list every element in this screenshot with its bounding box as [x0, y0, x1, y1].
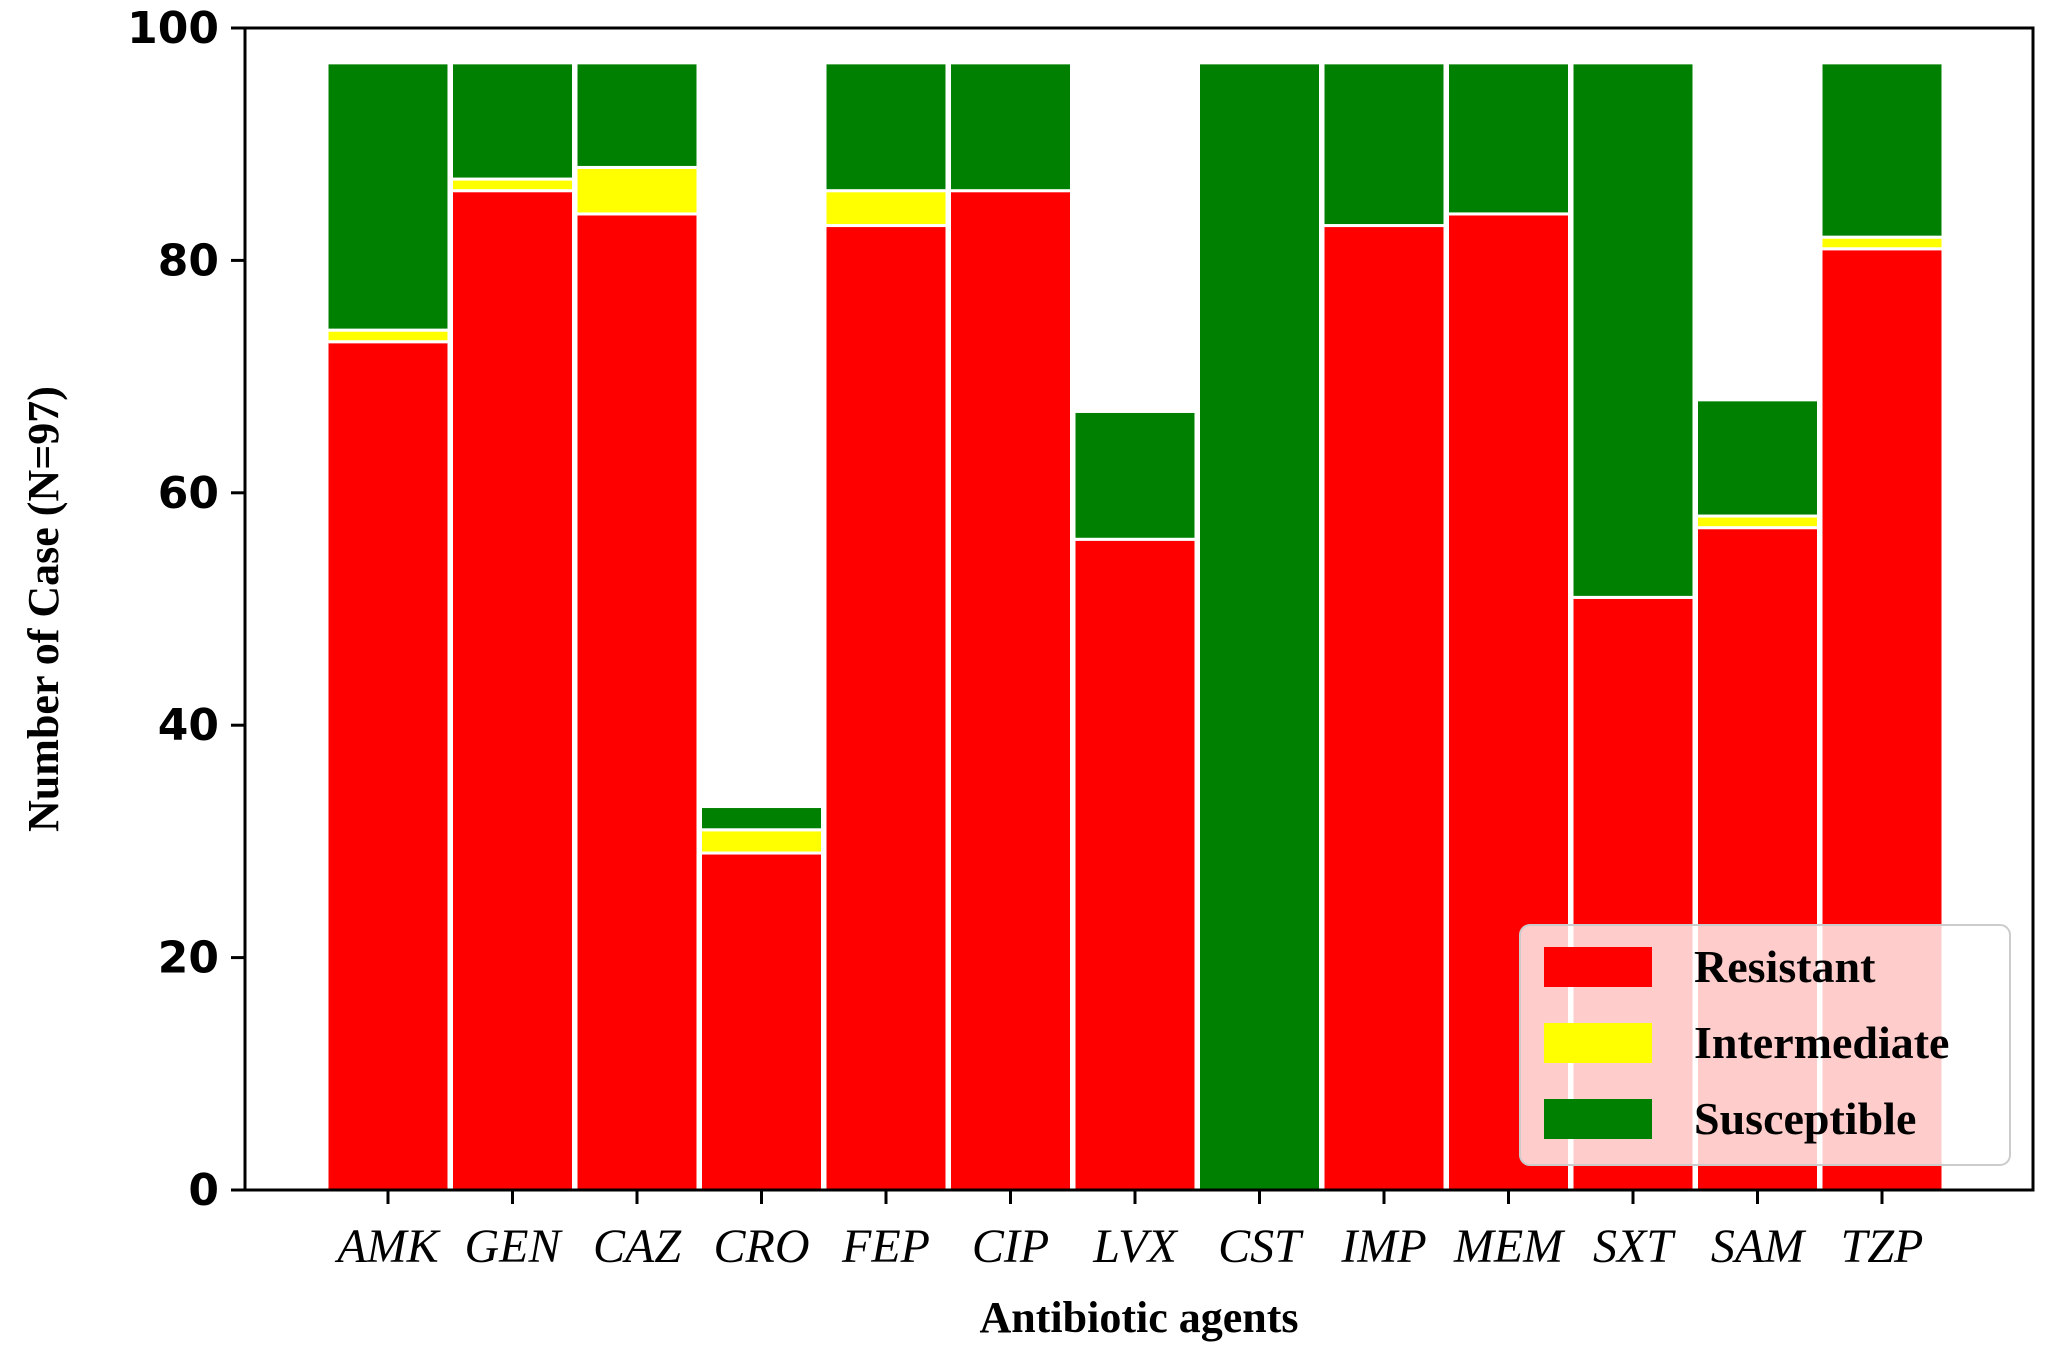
- y-tick-label: 20: [158, 933, 219, 984]
- x-tick-label: CAZ: [593, 1220, 682, 1273]
- bar-segment-susceptible-sxt: [1570, 61, 1696, 599]
- bar-segment-resistant-imp: [1321, 224, 1447, 1192]
- y-tick-label: 100: [127, 3, 219, 54]
- y-tick-label: 60: [158, 468, 219, 519]
- bar-segment-intermediate-gen: [450, 177, 575, 193]
- bar-segment-resistant-lvx: [1072, 537, 1198, 1192]
- x-tick-label: GEN: [465, 1220, 564, 1273]
- bar-segment-resistant-cip: [948, 189, 1073, 1192]
- bars-group: [325, 61, 1945, 1192]
- x-tick-label: IMP: [1340, 1220, 1426, 1273]
- bar-segment-intermediate-cro: [699, 828, 824, 855]
- bar-segment-susceptible-mem: [1446, 61, 1571, 216]
- x-axis-label: Antibiotic agents: [980, 1293, 1299, 1342]
- bar-segment-intermediate-amk: [325, 328, 451, 344]
- y-tick-label: 40: [158, 700, 219, 751]
- bar-segment-susceptible-amk: [325, 61, 451, 332]
- legend: Resistant Intermediate Susceptible: [1519, 924, 2011, 1166]
- legend-swatch-resistant: [1544, 947, 1652, 987]
- bar-segment-resistant-caz: [574, 212, 700, 1192]
- legend-swatch-susceptible: [1544, 1099, 1652, 1139]
- x-tick-label: SXT: [1593, 1220, 1676, 1273]
- y-tick-label: 80: [158, 235, 219, 286]
- x-tick-label: TZP: [1841, 1220, 1924, 1273]
- bar-segment-intermediate-sam: [1695, 514, 1820, 530]
- bar-segment-resistant-amk: [325, 340, 451, 1192]
- x-tick-label: CIP: [972, 1220, 1049, 1273]
- bar-segment-susceptible-tzp: [1819, 61, 1945, 239]
- x-tick-label: CRO: [714, 1220, 810, 1273]
- legend-label-resistant: Resistant: [1694, 941, 1876, 992]
- bar-segment-susceptible-sam: [1695, 398, 1820, 518]
- bar-segment-susceptible-imp: [1321, 61, 1447, 228]
- bar-segment-intermediate-fep: [823, 189, 949, 228]
- legend-label-intermediate: Intermediate: [1694, 1017, 1949, 1068]
- x-tick-label: FEP: [841, 1220, 930, 1273]
- x-tick-label: SAM: [1711, 1220, 1807, 1273]
- y-axis-label: Number of Case (N=97): [19, 386, 68, 832]
- bar-segment-intermediate-tzp: [1819, 235, 1945, 251]
- legend-swatch-intermediate: [1544, 1023, 1652, 1063]
- bar-segment-susceptible-lvx: [1072, 409, 1198, 541]
- axes-group: 0 20 40 60 80 100 AMK GEN CAZ CRO FEP CIP LVX CST IMP M…: [127, 3, 2035, 1273]
- legend-label-susceptible: Susceptible: [1694, 1093, 1916, 1144]
- bar-segment-resistant-fep: [823, 224, 949, 1192]
- x-tick-label: CST: [1218, 1220, 1304, 1273]
- bar-segment-intermediate-caz: [574, 165, 700, 216]
- bar-segment-susceptible-gen: [450, 61, 575, 181]
- plot-frame: [243, 26, 2035, 1192]
- y-tick-label: 0: [188, 1165, 219, 1216]
- bar-segment-resistant-cro: [699, 851, 824, 1192]
- x-tick-label: LVX: [1092, 1220, 1178, 1273]
- bar-segment-susceptible-fep: [823, 61, 949, 193]
- bar-segment-susceptible-cip: [948, 61, 1073, 193]
- x-tick-label: MEM: [1453, 1220, 1566, 1273]
- bar-segment-resistant-gen: [450, 189, 575, 1192]
- bar-segment-susceptible-cst: [1197, 61, 1322, 1192]
- x-tick-label: AMK: [334, 1220, 441, 1273]
- bar-segment-susceptible-cro: [699, 805, 824, 832]
- bar-segment-susceptible-caz: [574, 61, 700, 169]
